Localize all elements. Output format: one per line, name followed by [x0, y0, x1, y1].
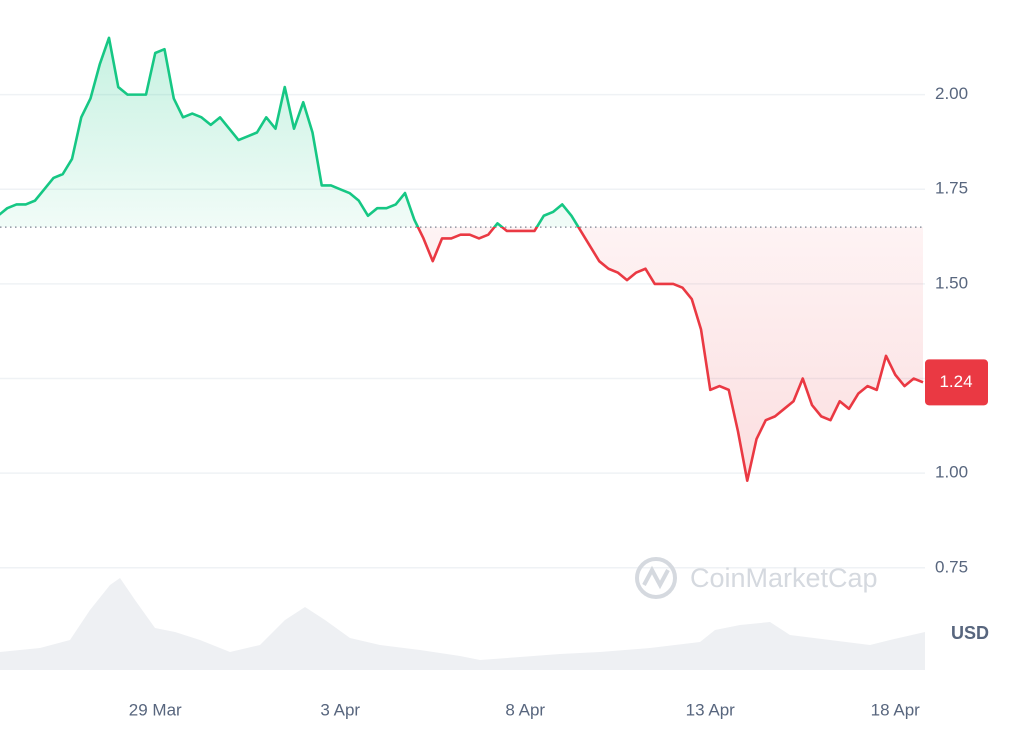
y-tick-label: 1.00 [935, 463, 968, 482]
watermark-logo-mark [642, 565, 670, 590]
y-tick-label: 1.75 [935, 179, 968, 198]
price-badge [925, 359, 988, 406]
x-tick-label: 8 Apr [505, 700, 545, 719]
price-area [0, 37, 923, 481]
watermark-logo [635, 557, 677, 599]
y-tick-label: 0.75 [935, 557, 968, 576]
currency-label: USD [951, 623, 989, 643]
x-tick-label: 18 Apr [871, 700, 920, 719]
price-line [0, 36, 924, 483]
watermark-text: CoinMarketCap [690, 563, 878, 593]
volume-area [0, 578, 925, 670]
x-tick-label: 3 Apr [320, 700, 360, 719]
y-tick-label: 1.50 [935, 273, 968, 292]
y-tick-label: 2.00 [935, 84, 968, 103]
watermark: CoinMarketCap [635, 557, 878, 599]
x-tick-label: 29 Mar [129, 700, 182, 719]
x-tick-label: 13 Apr [686, 700, 735, 719]
price-badge-label: 1.24 [939, 372, 972, 391]
